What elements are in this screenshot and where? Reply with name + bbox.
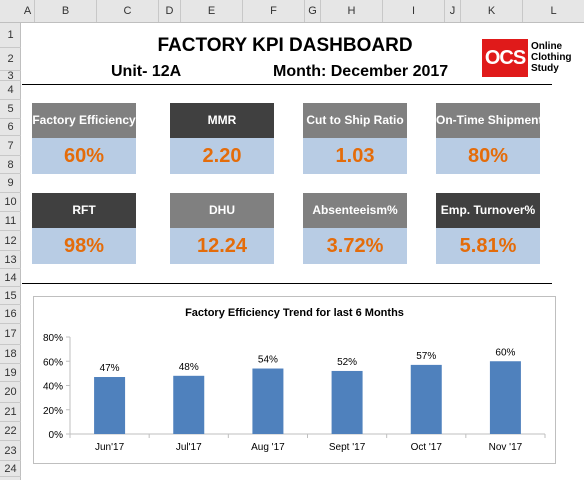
row-header-13[interactable]: 13 — [0, 251, 21, 269]
row-header-20[interactable]: 20 — [0, 382, 21, 403]
header-divider — [22, 84, 552, 85]
kpi-label: On-Time Shipment — [436, 103, 542, 138]
row-header-8[interactable]: 8 — [0, 156, 21, 174]
kpi-value: 1.03 — [303, 138, 407, 174]
y-tick-label: 60% — [43, 357, 63, 368]
bar — [331, 370, 363, 434]
row-header-3[interactable]: 3 — [0, 71, 21, 82]
logo-line-3: Study — [531, 63, 559, 74]
column-header-b[interactable]: B — [35, 0, 97, 22]
row-header-17[interactable]: 17 — [0, 324, 21, 345]
row-header-2[interactable]: 2 — [0, 48, 21, 71]
x-tick-label: Jun'17 — [95, 442, 125, 453]
column-header-g[interactable]: G — [305, 0, 321, 22]
column-header-i[interactable]: I — [383, 0, 445, 22]
x-tick-label: Jul'17 — [176, 442, 202, 453]
section-divider — [22, 283, 552, 284]
ocs-logo-mark: OCS — [482, 39, 528, 77]
bar-data-label: 57% — [416, 351, 436, 362]
row-header-21[interactable]: 21 — [0, 403, 21, 422]
kpi-card-factory-efficiency[interactable]: Factory Efficiency 60% — [32, 103, 136, 174]
month-label: Month: December 2017 — [273, 63, 449, 80]
kpi-value: 5.81% — [436, 228, 540, 264]
kpi-value: 12.24 — [170, 228, 274, 264]
column-header-d[interactable]: D — [159, 0, 181, 22]
logo-line-2: Clothing — [531, 52, 572, 63]
row-header-16[interactable]: 16 — [0, 305, 21, 324]
kpi-label: Factory Efficiency — [32, 103, 136, 138]
row-header-1[interactable]: 1 — [0, 23, 21, 48]
column-header-e[interactable]: E — [181, 0, 243, 22]
column-header-f[interactable]: F — [243, 0, 305, 22]
row-header-19[interactable]: 19 — [0, 364, 21, 382]
kpi-label: RFT — [32, 193, 136, 228]
column-header-a[interactable]: A — [21, 0, 35, 22]
kpi-label: Cut to Ship Ratio — [303, 103, 407, 138]
kpi-card-rft[interactable]: RFT 98% — [32, 193, 136, 264]
bar — [252, 368, 284, 434]
bar — [410, 364, 442, 434]
efficiency-trend-chart[interactable]: Factory Efficiency Trend for last 6 Mont… — [33, 296, 556, 464]
row-header-9[interactable]: 9 — [0, 174, 21, 193]
row-header-10[interactable]: 10 — [0, 193, 21, 212]
kpi-value: 98% — [32, 228, 136, 264]
column-header-bar: ABCDEFGHIJKLM — [0, 0, 584, 23]
y-tick-label: 40% — [43, 382, 63, 393]
x-tick-label: Oct '17 — [411, 442, 443, 453]
kpi-value: 80% — [436, 138, 540, 174]
bar-data-label: 48% — [179, 362, 199, 373]
kpi-card-emp-turnover[interactable]: Emp. Turnover% 5.81% — [436, 193, 540, 264]
row-header-18[interactable]: 18 — [0, 345, 21, 364]
row-header-12[interactable]: 12 — [0, 231, 21, 251]
kpi-label: Absenteeism% — [303, 193, 407, 228]
row-header-24[interactable]: 24 — [0, 461, 21, 477]
y-tick-label: 80% — [43, 333, 63, 344]
kpi-label: Emp. Turnover% — [436, 193, 540, 228]
kpi-card-cut-to-ship[interactable]: Cut to Ship Ratio 1.03 — [303, 103, 407, 174]
kpi-value: 3.72% — [303, 228, 407, 264]
column-header-j[interactable]: J — [445, 0, 461, 22]
bar-data-label: 54% — [258, 355, 278, 366]
row-header-bar: 1 2 3 4 5 6 7 8 9 10 11 12 13 14 15 16 17 18 19 20 21 22 23 24 — [0, 23, 21, 480]
row-header-11[interactable]: 11 — [0, 212, 21, 231]
row-header-6[interactable]: 6 — [0, 119, 21, 136]
ocs-logo-text: Online Clothing Study — [531, 41, 583, 74]
y-tick-label: 20% — [43, 406, 63, 417]
kpi-card-mmr[interactable]: MMR 2.20 — [170, 103, 274, 174]
kpi-card-absenteeism[interactable]: Absenteeism% 3.72% — [303, 193, 407, 264]
column-header-l[interactable]: L — [523, 0, 584, 22]
row-header-7[interactable]: 7 — [0, 136, 21, 156]
dashboard-title: FACTORY KPI DASHBOARD — [157, 35, 413, 56]
chart-title: Factory Efficiency Trend for last 6 Mont… — [185, 307, 404, 319]
row-header-22[interactable]: 22 — [0, 422, 21, 441]
kpi-label: DHU — [170, 193, 274, 228]
unit-label: Unit- 12A — [111, 63, 182, 80]
row-header-23[interactable]: 23 — [0, 441, 21, 461]
bar — [173, 375, 205, 434]
row-header-4[interactable]: 4 — [0, 81, 21, 100]
logo-line-1: Online — [531, 41, 563, 52]
column-header-c[interactable]: C — [97, 0, 159, 22]
column-header-h[interactable]: H — [321, 0, 383, 22]
bar-data-label: 47% — [100, 363, 120, 374]
y-tick-label: 0% — [49, 430, 64, 441]
kpi-value: 60% — [32, 138, 136, 174]
kpi-value: 2.20 — [170, 138, 274, 174]
x-tick-label: Nov '17 — [489, 442, 523, 453]
x-tick-label: Aug '17 — [251, 442, 285, 453]
kpi-card-dhu[interactable]: DHU 12.24 — [170, 193, 274, 264]
x-tick-label: Sept '17 — [329, 442, 366, 453]
kpi-label: MMR — [170, 103, 274, 138]
row-header-5[interactable]: 5 — [0, 100, 21, 119]
kpi-card-on-time-shipment[interactable]: On-Time Shipment 80% — [436, 103, 542, 174]
bar-data-label: 60% — [495, 347, 515, 358]
row-header-15[interactable]: 15 — [0, 287, 21, 305]
bar-data-label: 52% — [337, 357, 357, 368]
chart-plot: 0% 20% 40% 60% 80% 47% Jun'17 48% Jul'17 54% Aug '… — [43, 333, 546, 453]
row-header-14[interactable]: 14 — [0, 269, 21, 287]
bar — [94, 377, 126, 434]
column-header-k[interactable]: K — [461, 0, 523, 22]
bar — [489, 361, 521, 434]
